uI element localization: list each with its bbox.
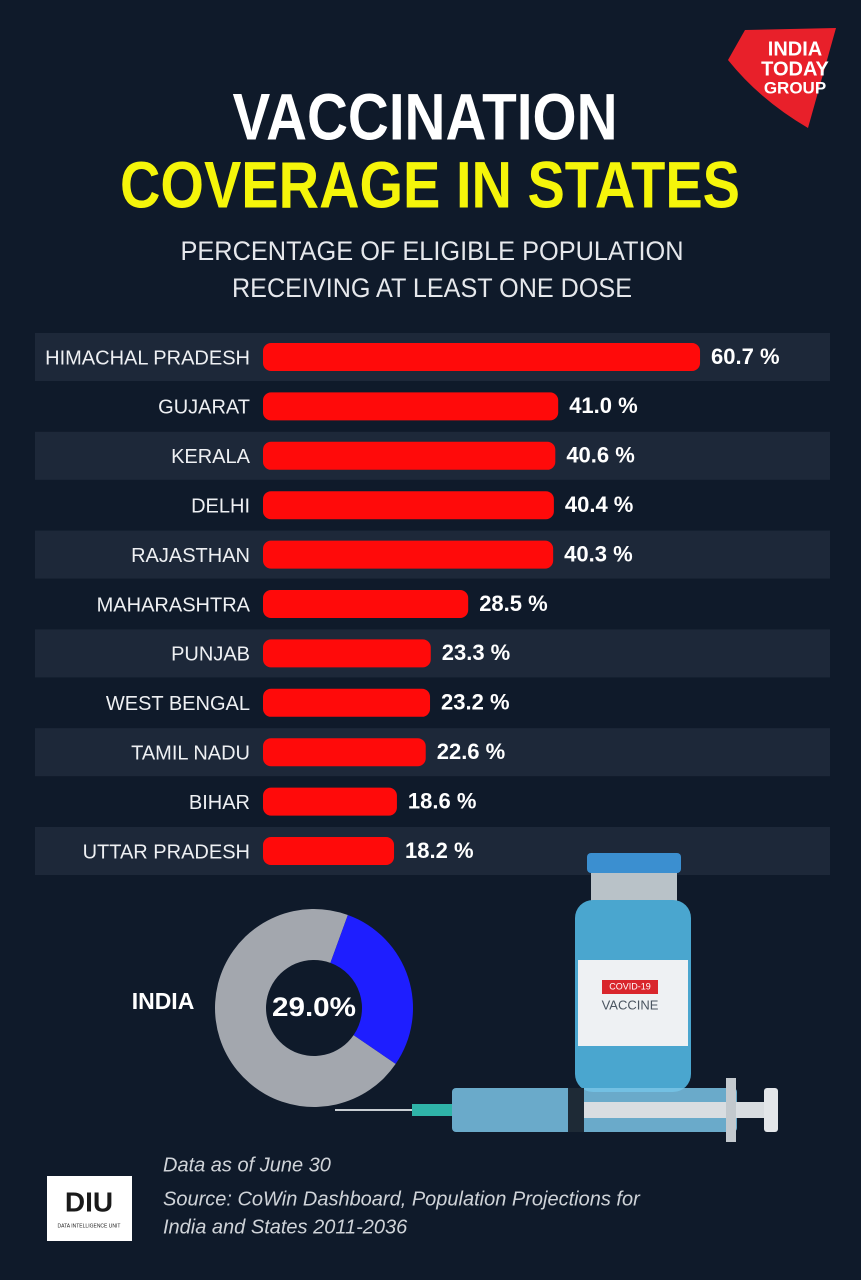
vial-badge-text: COVID-19 [609,981,651,991]
bar [263,837,395,865]
donut-label: INDIA [132,988,195,1014]
logo-text: GROUP [764,78,826,97]
plunger-rod [584,1102,764,1118]
vial-cap [587,853,681,873]
category-label: TAMIL NADU [131,742,250,764]
value-label: 40.4 % [565,492,634,517]
plunger-thumb [764,1088,778,1132]
bar [263,343,701,371]
row-band [35,629,830,678]
bar [263,738,426,767]
title: VACCINATION [233,79,618,153]
footer-note: Data as of June 30 [163,1154,331,1176]
vial-text: VACCINE [602,997,659,1012]
bar [263,639,431,668]
value-label: 41.0 % [569,393,638,418]
diu-name: DIU [65,1186,113,1217]
syringe-illustration [335,1078,778,1142]
category-label: KERALA [171,446,251,468]
bar [263,688,431,717]
subtitle: PERCENTAGE OF ELIGIBLE POPULATION [181,236,684,266]
category-label: DELHI [191,495,250,517]
category-label: BIHAR [189,792,250,814]
vial-neck [591,873,677,901]
plunger-seal [568,1088,584,1132]
subtitle: RECEIVING AT LEAST ONE DOSE [232,273,632,303]
value-label: 18.2 % [405,838,474,863]
category-label: RAJASTHAN [131,545,250,567]
logo-text: INDIA [768,38,822,60]
bar [263,392,559,421]
title: COVERAGE IN STATES [120,147,740,221]
donut-remainder [215,909,396,1108]
diu-tagline: DATA INTELLIGENCE UNIT [58,1223,121,1229]
vial-label [578,960,688,1046]
diu-logo [47,1176,132,1241]
bar [263,787,397,816]
logo-shape [728,28,836,128]
bar [263,491,554,520]
donut-segment [330,914,414,1064]
category-label: HIMACHAL PRADESH [45,347,250,369]
vial-badge [602,980,658,994]
value-label: 18.6 % [408,788,477,813]
donut-value-label: 29.0% [272,992,356,1022]
value-label: 40.3 % [564,541,633,566]
needle-hub [412,1104,452,1116]
finger-flange [726,1078,736,1142]
value-label: 60.7 % [711,344,780,369]
donut-chart: 29.0% INDIA [132,909,414,1108]
bar [263,540,554,569]
bar-chart: HIMACHAL PRADESH 60.7 % GUJARAT 41.0 % KERAL… [35,333,830,875]
category-label: MAHARASHTRA [97,594,251,616]
value-label: 23.2 % [441,690,510,715]
footer-source: Source: CoWin Dashboard, Population Proj… [163,1188,641,1210]
row-band [35,728,830,777]
footer-source: India and States 2011-2036 [163,1216,408,1238]
value-label: 40.6 % [566,443,635,468]
value-label: 28.5 % [479,591,548,616]
category-label: GUJARAT [158,397,250,419]
bar [263,590,469,618]
logo-text: TODAY [761,58,829,80]
vial-illustration: COVID-19 VACCINE [575,853,691,1092]
category-label: WEST BENGAL [106,693,250,715]
category-label: PUNJAB [171,644,250,666]
category-label: UTTAR PRADESH [83,841,250,863]
value-label: 23.3 % [442,640,511,665]
row-band [35,827,830,875]
value-label: 22.6 % [437,739,506,764]
bar [263,441,556,470]
